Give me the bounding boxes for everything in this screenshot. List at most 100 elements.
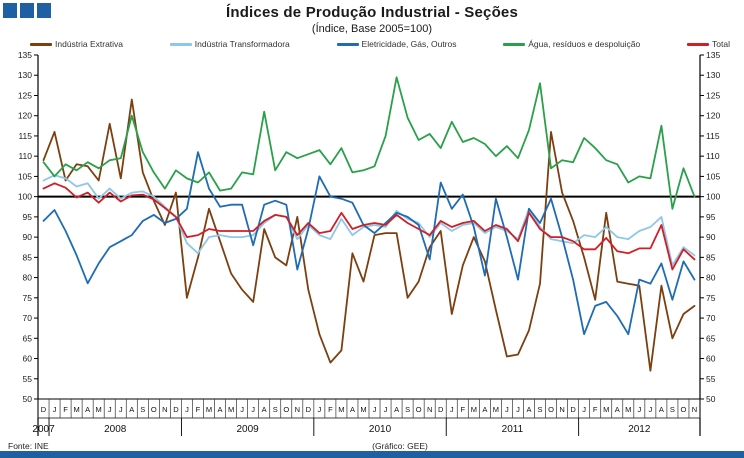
month-tick-label: O: [548, 405, 554, 414]
y-tick-label-right: 115: [706, 131, 720, 141]
y-tick-label-right: 80: [706, 273, 716, 283]
month-tick-label: F: [460, 405, 465, 414]
month-tick-label: J: [582, 405, 586, 414]
month-tick-label: F: [196, 405, 201, 414]
y-tick-label-right: 105: [706, 171, 720, 181]
y-tick-label-left: 135: [18, 50, 32, 60]
y-tick-label-left: 130: [18, 70, 32, 80]
legend-swatch-icon: [503, 42, 526, 46]
y-tick-label-right: 100: [706, 192, 720, 202]
month-tick-label: A: [85, 405, 90, 414]
y-tick-label-left: 95: [23, 212, 33, 222]
month-tick-label: J: [373, 405, 377, 414]
y-tick-label-left: 110: [18, 151, 32, 161]
month-tick-label: J: [240, 405, 244, 414]
month-tick-label: J: [119, 405, 123, 414]
month-tick-label: M: [96, 405, 102, 414]
month-tick-label: A: [615, 405, 620, 414]
month-tick-label: N: [427, 405, 432, 414]
legend-swatch-icon: [687, 42, 710, 46]
logo-squares: [3, 3, 51, 18]
month-tick-label: M: [625, 405, 631, 414]
y-tick-label-right: 135: [706, 50, 720, 60]
series-line-3: [42, 76, 696, 210]
month-tick-label: J: [317, 405, 321, 414]
y-tick-label-left: 60: [23, 354, 33, 364]
legend-swatch-icon: [169, 42, 192, 46]
y-tick-label-left: 90: [23, 232, 33, 242]
logo-square: [20, 3, 34, 18]
y-tick-label-right: 55: [706, 374, 716, 384]
month-tick-label: A: [129, 405, 134, 414]
month-tick-label: M: [360, 405, 366, 414]
month-tick-label: S: [140, 405, 145, 414]
credit-note: (Gráfico: GEE): [372, 441, 428, 451]
month-tick-label: O: [151, 405, 157, 414]
y-tick-label-left: 115: [18, 131, 32, 141]
legend-swatch-icon: [336, 42, 359, 46]
logo-square: [3, 3, 17, 18]
legend-item-1: Indústria Transformadora: [169, 39, 290, 49]
month-tick-label: M: [603, 405, 609, 414]
month-tick-label: N: [295, 405, 300, 414]
legend-label: Eletricidade, Gás, Outros: [361, 39, 457, 49]
year-label: 2011: [502, 424, 524, 435]
y-tick-label-left: 75: [23, 293, 33, 303]
month-tick-label: D: [173, 405, 179, 414]
month-tick-label: O: [416, 405, 422, 414]
legend-label: Indústria Extrativa: [55, 39, 124, 49]
month-tick-label: M: [206, 405, 212, 414]
month-tick-label: M: [338, 405, 344, 414]
y-tick-label-left: 70: [23, 313, 33, 323]
y-tick-label-left: 100: [18, 192, 32, 202]
y-tick-label-left: 125: [18, 90, 32, 100]
month-tick-label: S: [405, 405, 410, 414]
y-tick-label-left: 50: [23, 394, 33, 404]
y-tick-label-left: 85: [23, 252, 33, 262]
chart-title: Índices de Produção Industrial - Seções: [225, 4, 519, 21]
year-label: 2010: [369, 424, 392, 435]
y-tick-label-right: 95: [706, 212, 716, 222]
y-tick-label-right: 130: [706, 70, 720, 80]
y-tick-label-left: 80: [23, 273, 33, 283]
y-tick-label-left: 55: [23, 374, 33, 384]
y-tick-label-right: 50: [706, 394, 716, 404]
y-tick-label-right: 60: [706, 354, 716, 364]
month-tick-label: J: [185, 405, 189, 414]
year-label: 2009: [237, 424, 260, 435]
month-tick-label: O: [283, 405, 289, 414]
legend-label: Indústria Transformadora: [194, 39, 290, 49]
month-tick-label: F: [328, 405, 333, 414]
y-tick-label-left: 65: [23, 333, 33, 343]
y-tick-label-right: 120: [706, 111, 720, 121]
month-tick-label: D: [438, 405, 444, 414]
month-tick-label: N: [559, 405, 564, 414]
month-tick-label: D: [570, 405, 576, 414]
month-tick-label: S: [670, 405, 675, 414]
chart-subtitle: (Índice, Base 2005=100): [311, 23, 433, 35]
month-tick-label: S: [538, 405, 543, 414]
y-tick-label-left: 120: [18, 111, 32, 121]
month-tick-label: M: [73, 405, 79, 414]
legend-label: Total: [712, 39, 730, 49]
month-tick-label: M: [471, 405, 477, 414]
month-tick-label: N: [692, 405, 697, 414]
year-label: 2012: [628, 424, 651, 435]
legend-label: Água, resíduos e despoluição: [528, 39, 641, 49]
y-tick-label-left: 105: [18, 171, 32, 181]
month-tick-label: D: [41, 405, 47, 414]
month-tick-label: N: [162, 405, 167, 414]
month-tick-label: J: [505, 405, 509, 414]
month-tick-label: M: [493, 405, 499, 414]
series-line-1: [42, 174, 696, 267]
month-tick-label: J: [53, 405, 57, 414]
year-label: 2008: [104, 424, 127, 435]
month-tick-label: S: [273, 405, 278, 414]
month-tick-label: D: [306, 405, 312, 414]
y-tick-label-right: 125: [706, 90, 720, 100]
month-tick-label: A: [659, 405, 664, 414]
y-tick-label-right: 90: [706, 232, 716, 242]
month-tick-label: J: [251, 405, 255, 414]
